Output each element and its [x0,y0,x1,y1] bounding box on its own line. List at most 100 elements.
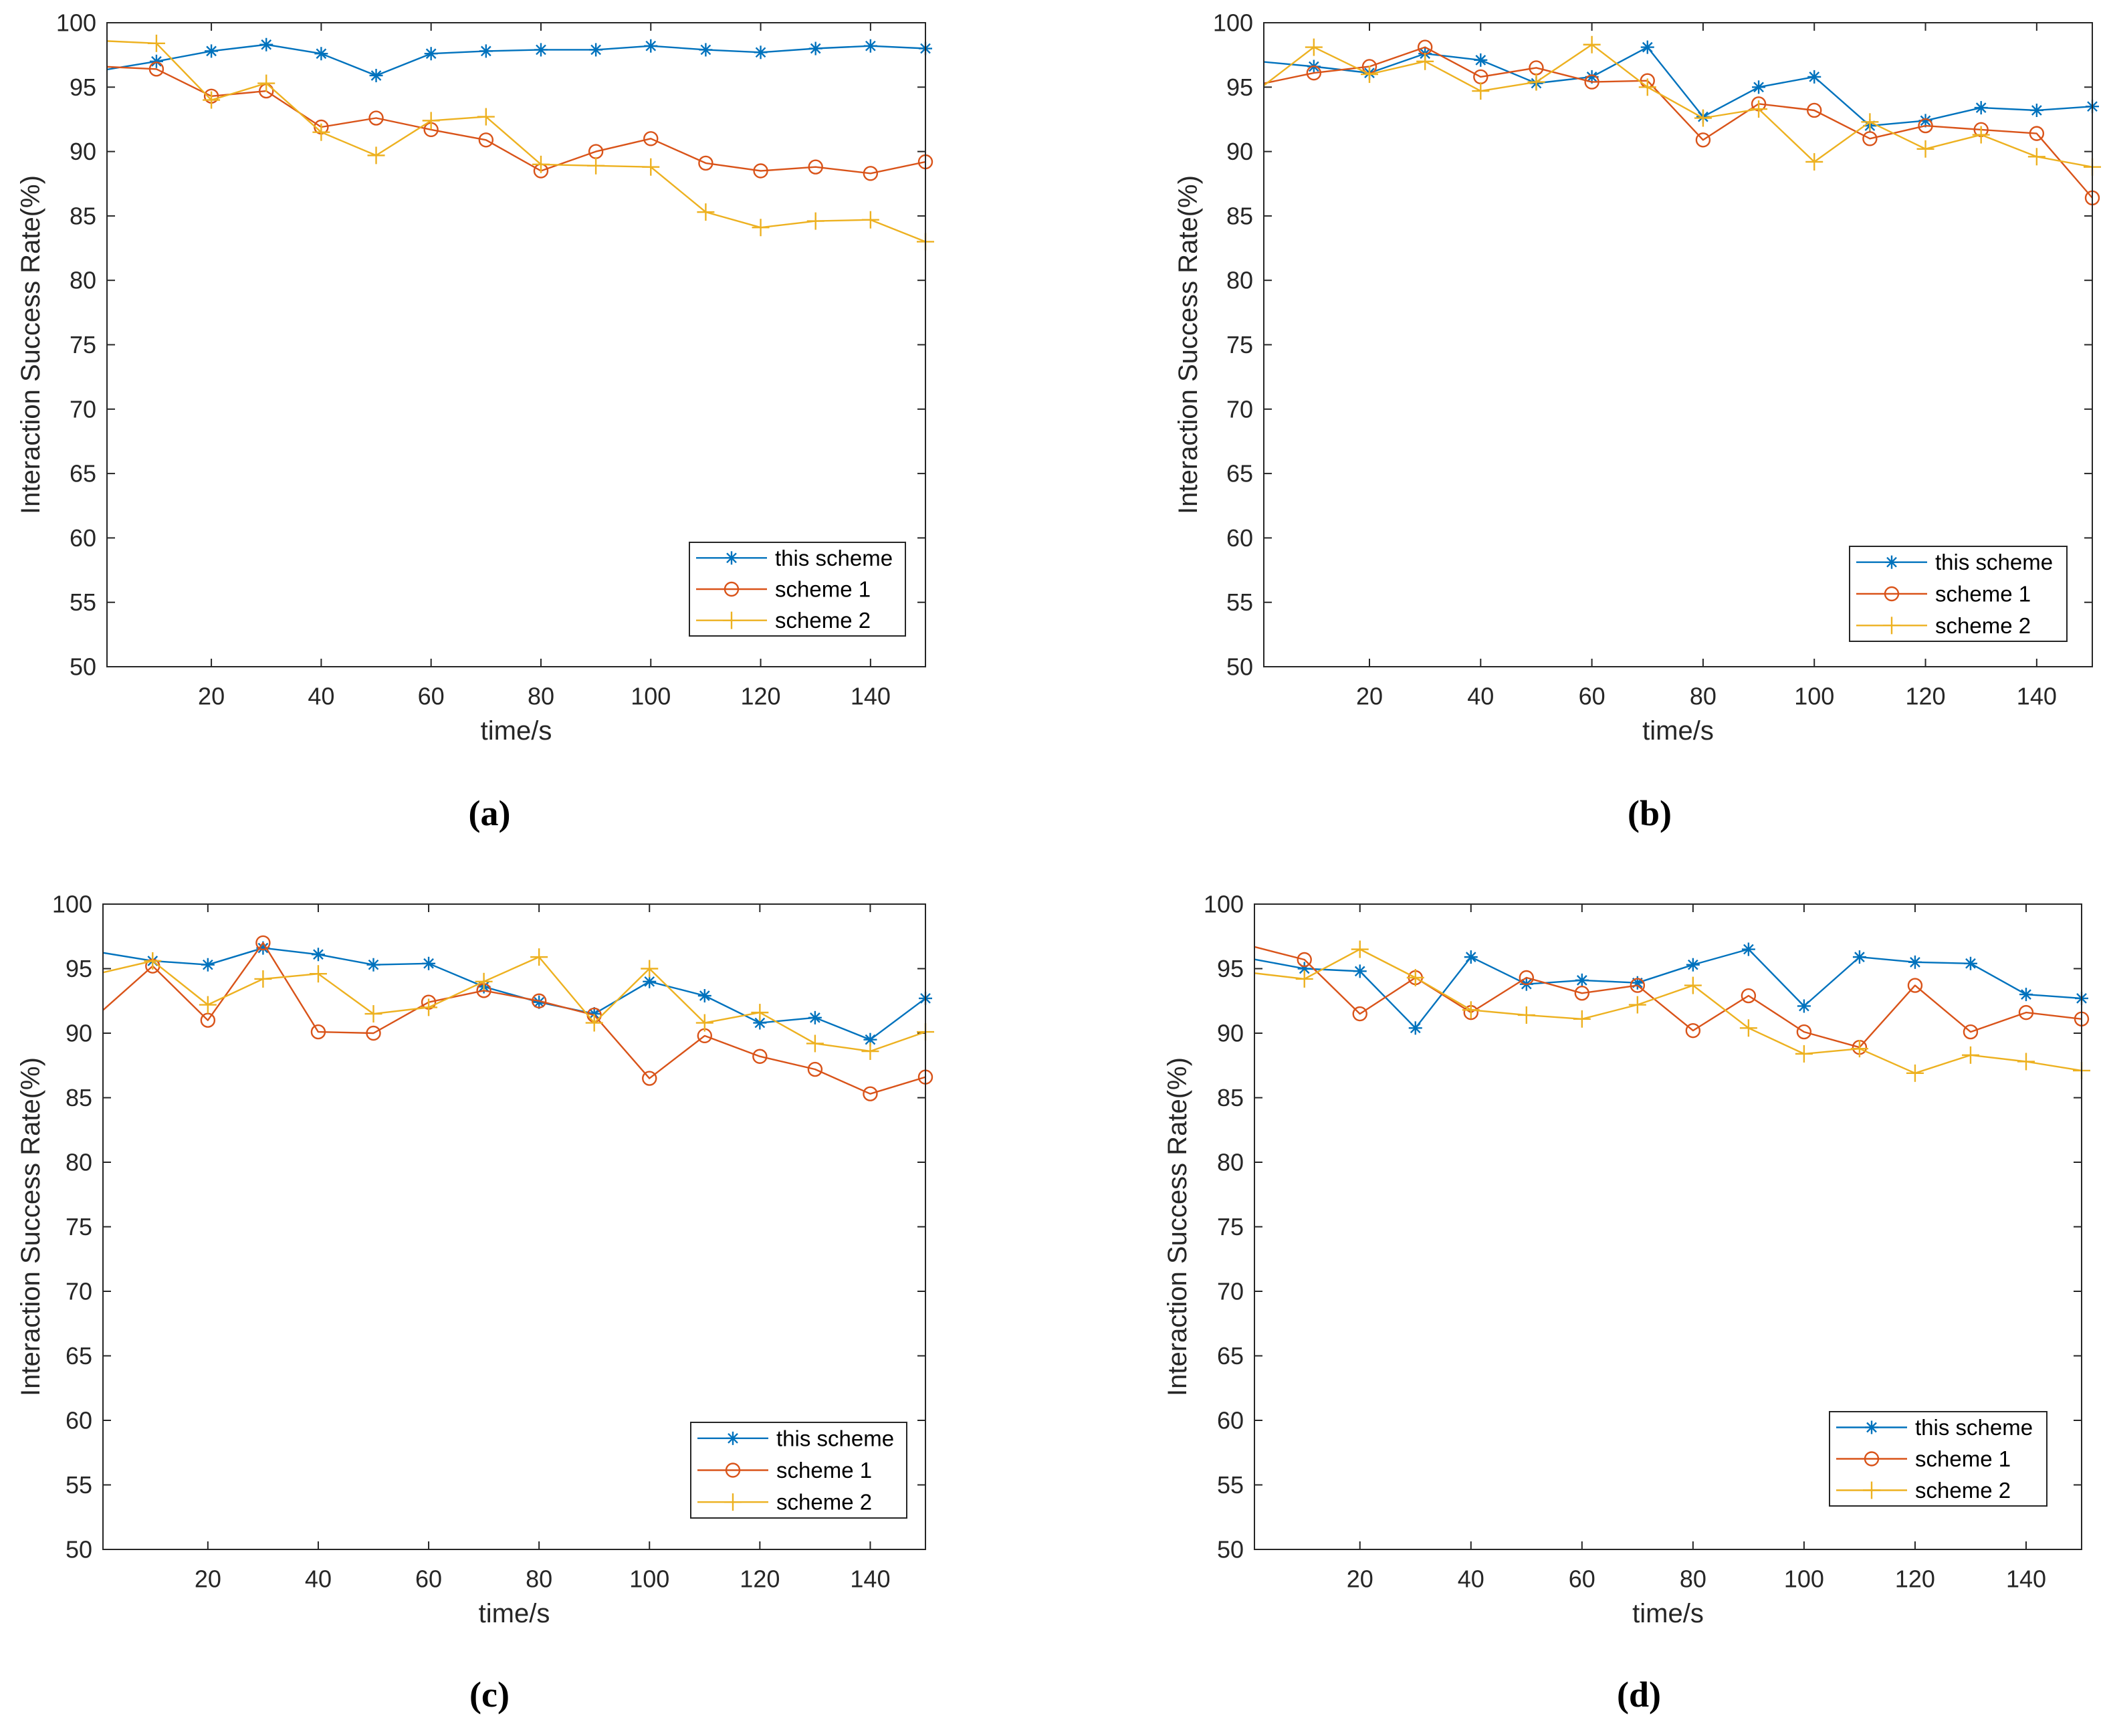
point-a-scheme-1-50 [368,110,384,126]
point-d-scheme-2-60 [1573,1010,1591,1028]
y-tick-label-b-50: 50 [1226,653,1253,681]
point-d-scheme-1-100 [1796,1024,1812,1040]
y-tick-label-b-55: 55 [1226,588,1253,616]
x-tick-label-b-40: 40 [1467,683,1494,710]
point-b-this-scheme-100 [1807,70,1821,84]
point-b-this-scheme-130 [1974,101,1988,115]
line-d-this-scheme [1254,948,2082,1029]
point-c-scheme-2-30 [254,970,272,988]
line-b-this-scheme [1264,46,2092,127]
point-b-scheme-2-50 [1527,73,1545,91]
point-a-scheme-1-100 [643,131,659,146]
y-tick-label-d-80: 80 [1217,1149,1244,1176]
x-tick-label-c-80: 80 [526,1565,552,1593]
y-tick-label-a-85: 85 [70,202,96,229]
line-b-scheme-2 [1264,43,2092,168]
point-b-scheme-1-80 [1695,132,1711,148]
x-axis-label-d: time/s [1632,1599,1704,1628]
point-c-scheme-2-120 [751,1004,769,1022]
point-c-scheme-2-100 [641,960,659,978]
point-d-scheme-1-80 [1685,1022,1701,1039]
point-b-scheme-2-120 [1916,140,1934,158]
line-d-scheme-2 [1254,948,2082,1075]
x-tick-label-d-80: 80 [1680,1565,1706,1593]
point-c-scheme-1-140 [863,1086,878,1101]
point-a-scheme-2-20 [203,91,221,109]
point-c-scheme-1-40 [310,1024,326,1040]
y-tick-label-d-85: 85 [1217,1084,1244,1111]
line-c-scheme-1 [103,942,925,1095]
y-axis-label-c: Interaction Success Rate(%) [16,1057,45,1396]
x-tick-label-c-40: 40 [305,1565,332,1593]
point-d-scheme-1-90 [1741,988,1757,1004]
x-tick-label-d-60: 60 [1569,1565,1595,1593]
y-tick-label-c-100: 100 [52,891,92,918]
line-d-scheme-1 [1254,946,2082,1049]
point-b-scheme-2-130 [1972,126,1990,144]
y-tick-label-a-60: 60 [70,524,96,552]
legend-b: this scheme scheme 1 scheme 2 [1849,546,2068,642]
y-tick-label-d-65: 65 [1217,1342,1244,1370]
legend-marker-a-scheme-2 [723,611,740,629]
point-a-scheme-2-10 [147,34,165,52]
y-tick-label-c-95: 95 [66,955,92,982]
point-d-scheme-1-70 [1630,978,1646,993]
point-a-scheme-2-30 [257,74,275,92]
y-axis-label-a: Interaction Success Rate(%) [16,175,45,514]
point-a-this-scheme-80 [534,43,548,57]
y-tick-label-a-65: 65 [70,460,96,487]
x-tick-label-d-140: 140 [2006,1565,2046,1593]
legend-marker-b-scheme-2 [1883,617,1900,635]
x-tick-label-b-80: 80 [1690,683,1717,710]
point-b-scheme-1-140 [2029,126,2045,141]
legend-label-c-scheme-1: scheme 1 [776,1458,872,1483]
y-tick-label-c-70: 70 [66,1278,92,1305]
legend-label-d-scheme-2: scheme 2 [1915,1478,2011,1503]
y-tick-label-a-75: 75 [70,331,96,358]
series-a-this-scheme [107,37,932,82]
point-c-scheme-1-80 [531,993,547,1008]
point-a-this-scheme-60 [424,47,438,61]
line-b-scheme-1 [1264,46,2092,199]
x-tick-label-c-60: 60 [415,1565,442,1593]
x-tick-label-b-140: 140 [2017,683,2057,710]
x-tick-label-a-40: 40 [308,683,334,710]
point-a-this-scheme-20 [205,44,219,58]
subplot-b: 50 55 60 65 70 75 80 85 90 95 100 20 40 60 80 100 120 140… [1174,9,2101,833]
y-tick-label-c-80: 80 [66,1149,92,1176]
point-d-scheme-1-20 [1352,1006,1367,1022]
line-a-scheme-2 [107,40,925,243]
y-tick-label-b-85: 85 [1226,202,1253,229]
point-c-scheme-1-120 [752,1049,768,1064]
point-c-scheme-1-50 [366,1025,381,1041]
point-a-this-scheme-50 [369,68,383,82]
point-b-scheme-2-10 [1305,38,1323,56]
legend-marker-d-scheme-1 [1864,1451,1880,1467]
y-tick-label-c-75: 75 [66,1213,92,1240]
point-d-this-scheme-80 [1686,958,1700,972]
point-c-scheme-2-70 [475,972,493,990]
series-b-scheme-2 [1264,35,2101,176]
legend-a: this scheme scheme 1 scheme 2 [689,542,906,637]
point-b-this-scheme-140 [2029,103,2043,117]
point-c-scheme-2-130 [806,1035,824,1053]
x-tick-label-b-20: 20 [1356,683,1383,710]
y-tick-label-b-100: 100 [1213,9,1253,37]
x-tick-label-a-60: 60 [418,683,445,710]
legend-label-d-scheme-1: scheme 1 [1915,1446,2011,1471]
point-c-scheme-2-50 [364,1005,382,1023]
y-tick-label-b-70: 70 [1226,395,1253,423]
point-b-scheme-2-140 [2027,148,2045,166]
x-tick-label-c-140: 140 [850,1565,890,1593]
point-b-scheme-1-100 [1807,102,1822,118]
x-tick-label-b-120: 120 [1905,683,1945,710]
y-tick-label-d-75: 75 [1217,1213,1244,1240]
y-tick-label-d-55: 55 [1217,1471,1244,1499]
point-c-scheme-2-20 [199,996,217,1014]
x-tick-label-d-40: 40 [1458,1565,1484,1593]
x-tick-label-c-120: 120 [740,1565,780,1593]
y-axis-label-b: Interaction Success Rate(%) [1174,175,1203,514]
line-c-this-scheme [103,947,925,1041]
legend-entry-c-this-scheme: this scheme [697,1426,894,1450]
point-a-scheme-2-120 [752,219,770,237]
